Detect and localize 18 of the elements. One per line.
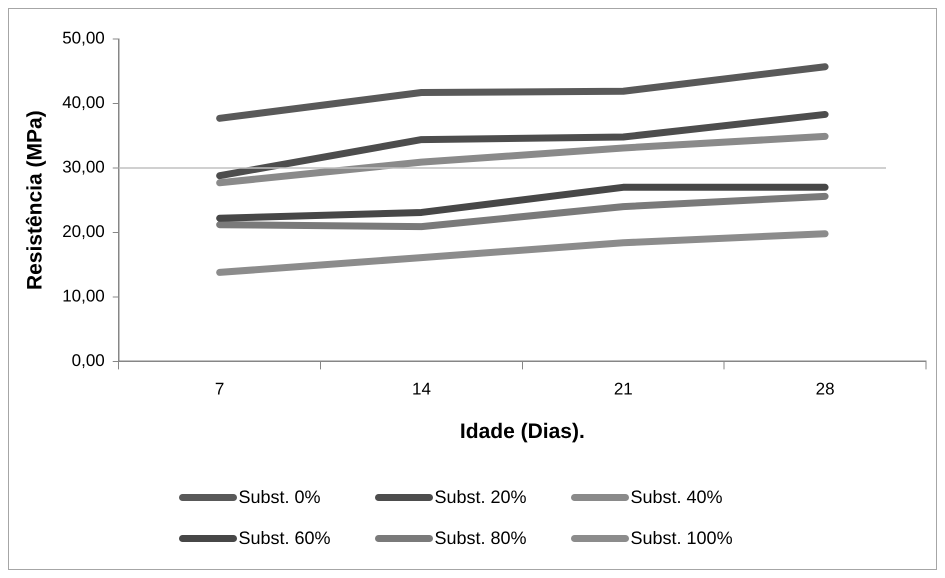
- y-tick-label: 30,00: [62, 158, 105, 177]
- legend-label: Subst. 40%: [630, 487, 723, 508]
- legend-label: Subst. 60%: [238, 528, 331, 549]
- legend-label: Subst. 0%: [238, 487, 321, 508]
- y-axis-title: Resistência (MPa): [23, 110, 46, 290]
- x-tick-label: 14: [412, 379, 431, 398]
- legend-label: Subst. 80%: [434, 528, 527, 549]
- y-tick-label: 0,00: [72, 351, 105, 370]
- x-tick-label: 28: [816, 379, 835, 398]
- legend-label: Subst. 20%: [434, 487, 527, 508]
- legend-label: Subst. 100%: [630, 528, 733, 549]
- x-axis-title: Idade (Dias).: [460, 420, 585, 444]
- x-tick-label: 21: [614, 379, 633, 398]
- y-tick-label: 20,00: [62, 222, 105, 242]
- y-tick-label: 40,00: [62, 93, 105, 112]
- y-tick-label: 50,00: [62, 28, 105, 48]
- x-tick-label: 7: [214, 379, 224, 398]
- y-tick-label: 10,00: [62, 286, 105, 306]
